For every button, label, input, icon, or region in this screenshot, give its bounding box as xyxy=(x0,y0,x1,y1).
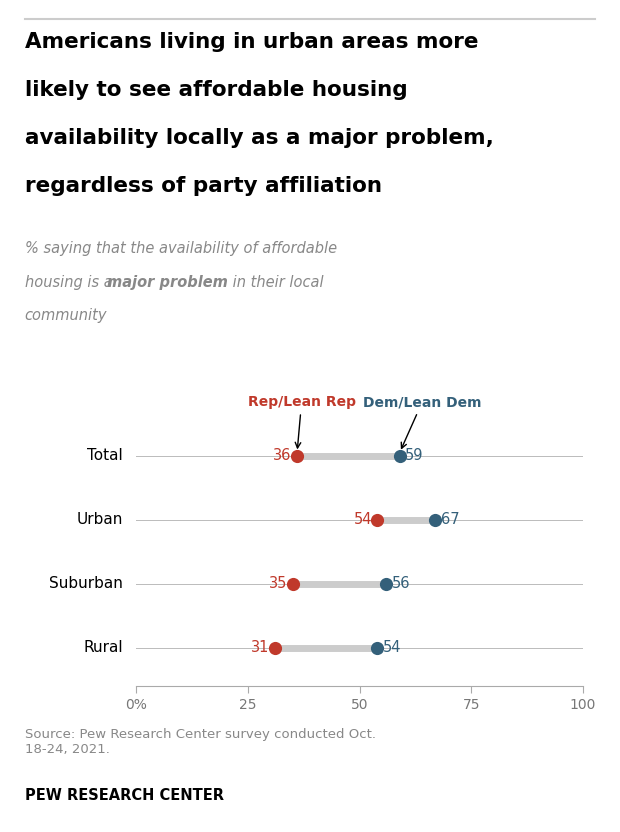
Point xyxy=(395,449,405,463)
Text: availability locally as a major problem,: availability locally as a major problem, xyxy=(25,128,494,148)
Text: Urban: Urban xyxy=(77,513,123,527)
Text: Suburban: Suburban xyxy=(49,577,123,592)
Point xyxy=(430,513,440,527)
Text: Rep/Lean Rep: Rep/Lean Rep xyxy=(247,395,355,448)
Point xyxy=(270,641,280,655)
Point xyxy=(381,577,391,591)
Text: 67: 67 xyxy=(441,513,459,527)
Text: major problem: major problem xyxy=(107,275,228,290)
Text: housing is a: housing is a xyxy=(25,275,117,290)
Point xyxy=(373,641,383,655)
Text: 31: 31 xyxy=(251,641,270,656)
Text: 59: 59 xyxy=(405,448,423,463)
Text: 54: 54 xyxy=(383,641,401,656)
Text: regardless of party affiliation: regardless of party affiliation xyxy=(25,176,382,196)
Point xyxy=(288,577,298,591)
Text: PEW RESEARCH CENTER: PEW RESEARCH CENTER xyxy=(25,788,224,803)
Point xyxy=(292,449,302,463)
Text: Total: Total xyxy=(87,448,123,463)
Text: % saying that the availability of affordable: % saying that the availability of afford… xyxy=(25,241,337,256)
Text: 56: 56 xyxy=(392,577,410,592)
Text: 36: 36 xyxy=(273,448,292,463)
Text: Americans living in urban areas more: Americans living in urban areas more xyxy=(25,32,478,52)
Text: 54: 54 xyxy=(353,513,372,527)
Text: in their local: in their local xyxy=(228,275,323,290)
Text: 35: 35 xyxy=(269,577,287,592)
Text: community: community xyxy=(25,308,107,323)
Text: Source: Pew Research Center survey conducted Oct.
18-24, 2021.: Source: Pew Research Center survey condu… xyxy=(25,728,376,756)
Text: Dem/Lean Dem: Dem/Lean Dem xyxy=(363,395,481,448)
Text: likely to see affordable housing: likely to see affordable housing xyxy=(25,80,407,100)
Point xyxy=(373,513,383,527)
Text: Rural: Rural xyxy=(83,641,123,656)
